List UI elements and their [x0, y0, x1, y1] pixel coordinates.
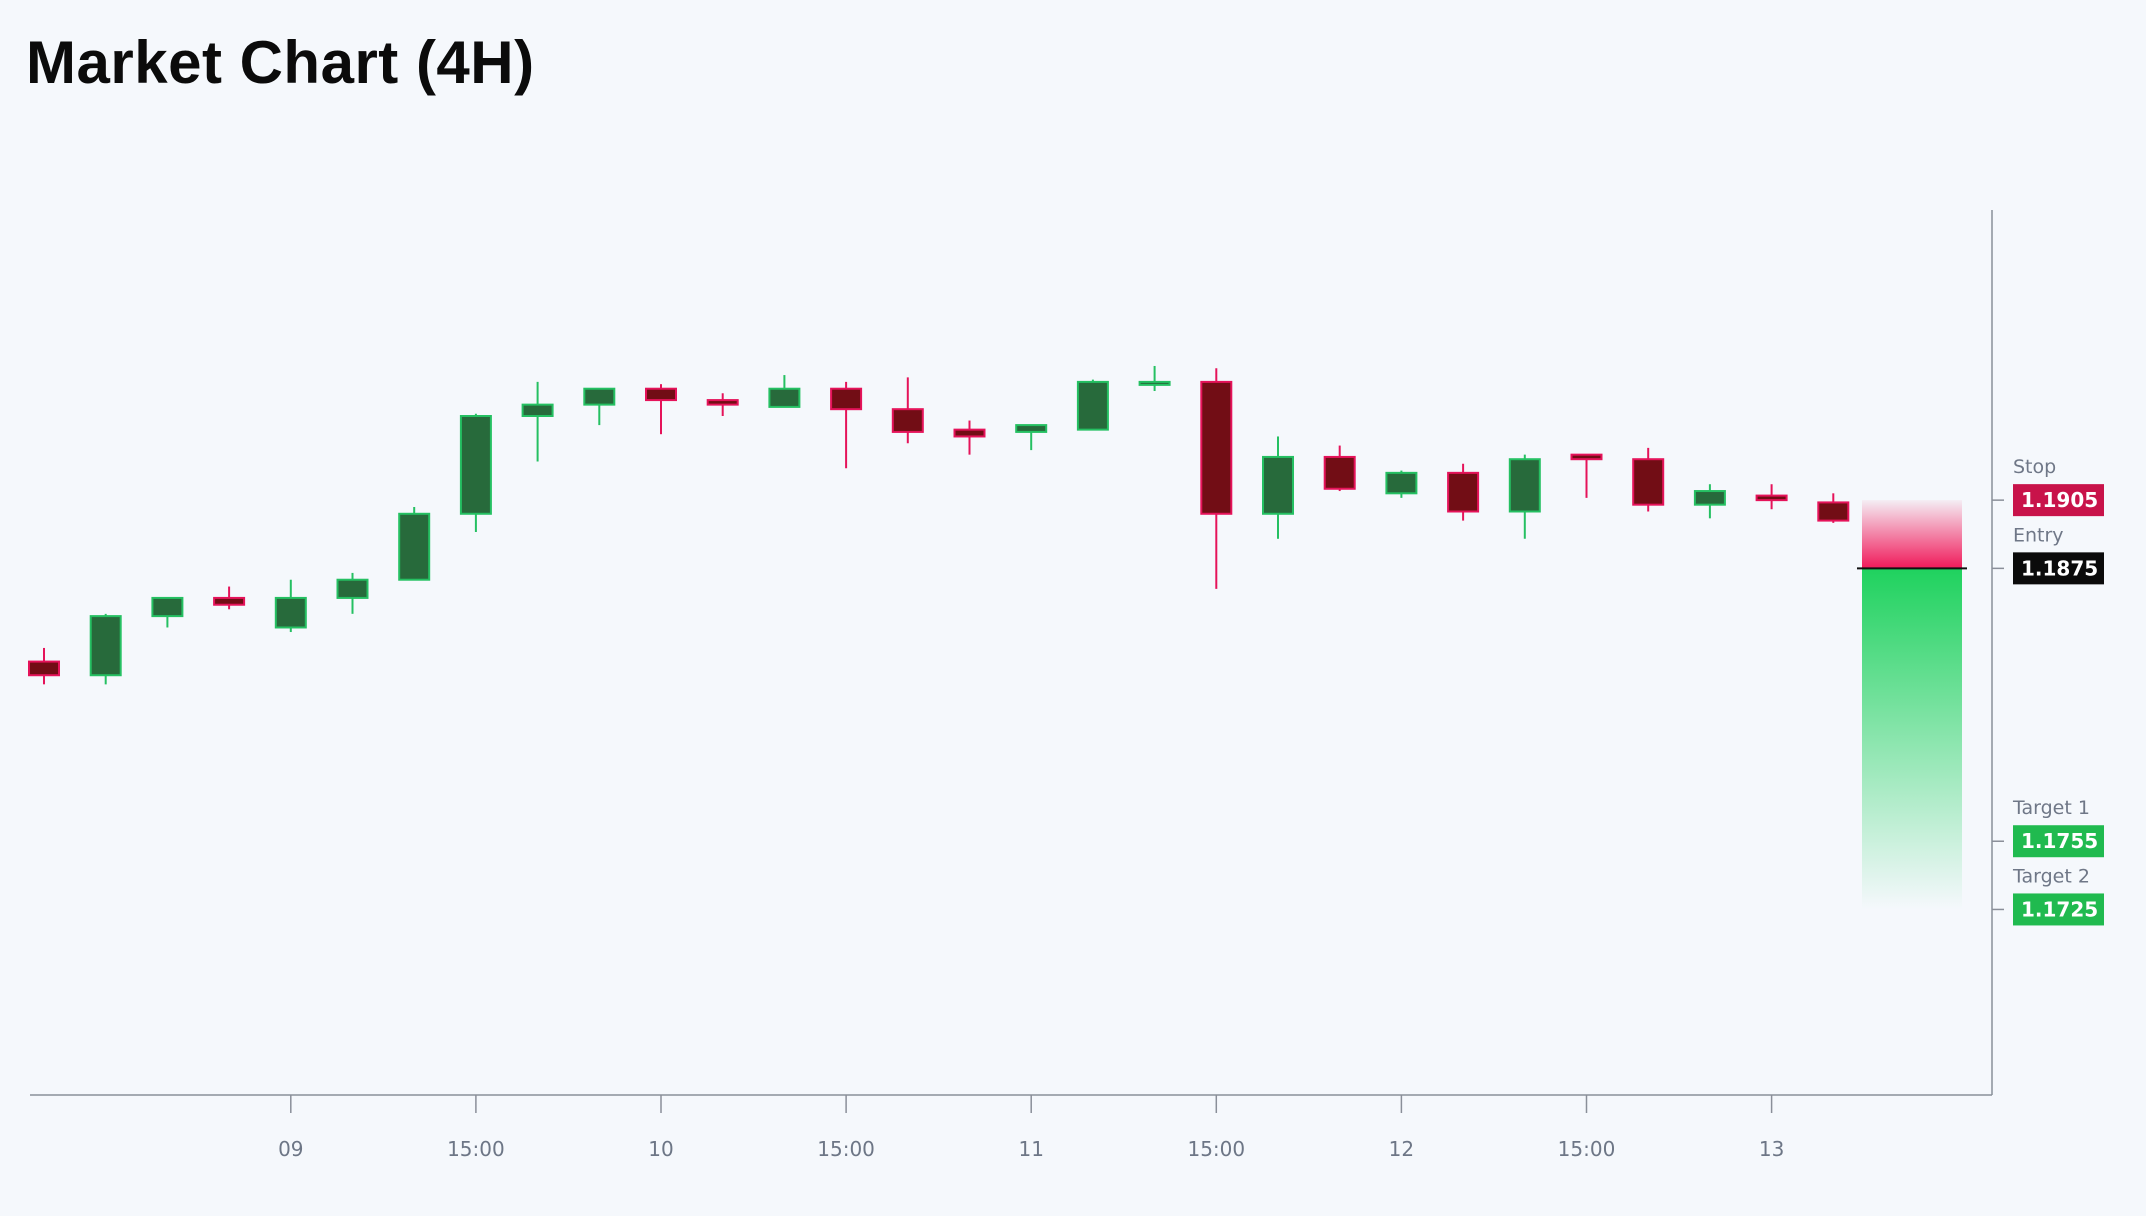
- candle-body: [459, 415, 492, 515]
- candle-body: [28, 660, 60, 677]
- candle[interactable]: [151, 596, 184, 628]
- candle[interactable]: [1508, 454, 1541, 539]
- x-tick-label: 13: [1759, 1137, 1784, 1161]
- candle[interactable]: [336, 572, 369, 614]
- candle-body: [1138, 380, 1171, 386]
- level-value: 1.1875: [2021, 556, 2098, 580]
- x-axis-ticks: 09 15:00 10 15:00 11 15:00 12 15:00 13: [278, 1095, 1784, 1161]
- candle[interactable]: [1262, 436, 1294, 539]
- candle-body: [1323, 455, 1356, 490]
- candle-body: [1385, 471, 1418, 495]
- candle-body: [274, 596, 307, 629]
- candle-body: [151, 596, 184, 618]
- candle[interactable]: [1385, 470, 1418, 498]
- candle[interactable]: [1447, 463, 1480, 521]
- candle[interactable]: [1138, 365, 1171, 391]
- candle-body: [398, 512, 431, 581]
- candle[interactable]: [830, 381, 863, 469]
- level-badge: [2013, 484, 2104, 517]
- candle[interactable]: [645, 384, 677, 435]
- x-tick-label: 15:00: [447, 1137, 505, 1161]
- level-value: 1.1905: [2021, 488, 2098, 512]
- candle[interactable]: [583, 387, 616, 426]
- price-level: Stop 1.1905: [1992, 456, 2104, 517]
- axes: [30, 210, 1993, 1096]
- candle-body: [1200, 380, 1233, 515]
- candle[interactable]: [1323, 445, 1356, 492]
- candle-body: [768, 387, 801, 408]
- candle[interactable]: [521, 381, 554, 462]
- candle-body: [1570, 453, 1603, 461]
- level-name: Target 1: [2012, 797, 2090, 819]
- position-box[interactable]: [1857, 500, 1967, 910]
- level-name: Entry: [2013, 524, 2064, 546]
- candle[interactable]: [213, 586, 246, 610]
- x-tick-label: 15:00: [1558, 1137, 1616, 1161]
- level-value: 1.1755: [2021, 829, 2098, 853]
- candle[interactable]: [1632, 447, 1665, 512]
- candle[interactable]: [706, 393, 739, 416]
- candles-layer: [28, 365, 1850, 685]
- candle[interactable]: [398, 506, 431, 581]
- x-tick-label: 09: [278, 1137, 303, 1161]
- level-name: Stop: [2013, 456, 2056, 478]
- candle-body: [1632, 458, 1665, 506]
- candle-body: [521, 403, 554, 417]
- candle[interactable]: [274, 579, 307, 633]
- candle-body: [583, 387, 616, 406]
- level-badge: [2013, 893, 2104, 926]
- x-tick-label: 11: [1018, 1137, 1043, 1161]
- candle[interactable]: [1755, 484, 1788, 510]
- candle[interactable]: [1570, 453, 1603, 498]
- candle-body: [706, 399, 739, 406]
- x-tick-label: 12: [1389, 1137, 1414, 1161]
- candle-body: [1015, 424, 1048, 433]
- risk-zone: [1862, 500, 1962, 569]
- candle[interactable]: [891, 377, 924, 444]
- candle[interactable]: [768, 375, 801, 408]
- x-tick-label: 15:00: [817, 1137, 875, 1161]
- candle-body: [830, 387, 863, 411]
- candle[interactable]: [1076, 379, 1109, 431]
- price-level: Entry 1.1875: [1992, 524, 2104, 585]
- candle[interactable]: [1200, 368, 1233, 589]
- level-badge: [2013, 825, 2104, 858]
- chart-title: Market Chart (4H): [26, 29, 535, 96]
- candle[interactable]: [1817, 493, 1850, 523]
- candle-body: [1076, 380, 1109, 431]
- candle-body: [1447, 471, 1480, 513]
- candle[interactable]: [953, 420, 986, 455]
- level-value: 1.1725: [2021, 897, 2098, 921]
- candle-body: [1817, 501, 1850, 522]
- candle-body: [1755, 494, 1788, 502]
- reward-zone: [1862, 568, 1962, 910]
- x-tick-label: 15:00: [1187, 1137, 1245, 1161]
- x-tick-label: 10: [648, 1137, 673, 1161]
- candle-body: [891, 408, 924, 433]
- candle-body: [1508, 458, 1541, 513]
- candle[interactable]: [1693, 484, 1726, 519]
- level-name: Target 2: [2012, 865, 2090, 887]
- price-level: Target 2 1.1725: [1992, 865, 2104, 926]
- level-badge: [2013, 552, 2104, 585]
- candle-body: [213, 596, 246, 606]
- price-level: Target 1 1.1755: [1992, 797, 2104, 858]
- candle-body: [1693, 490, 1726, 506]
- candle-body: [645, 387, 677, 402]
- candle[interactable]: [89, 613, 122, 685]
- candle-body: [336, 578, 369, 599]
- candle[interactable]: [459, 413, 492, 532]
- candle[interactable]: [1015, 424, 1048, 451]
- candle-body: [953, 428, 986, 438]
- candle[interactable]: [28, 647, 60, 685]
- candle-body: [89, 615, 122, 677]
- candle-body: [1262, 455, 1294, 515]
